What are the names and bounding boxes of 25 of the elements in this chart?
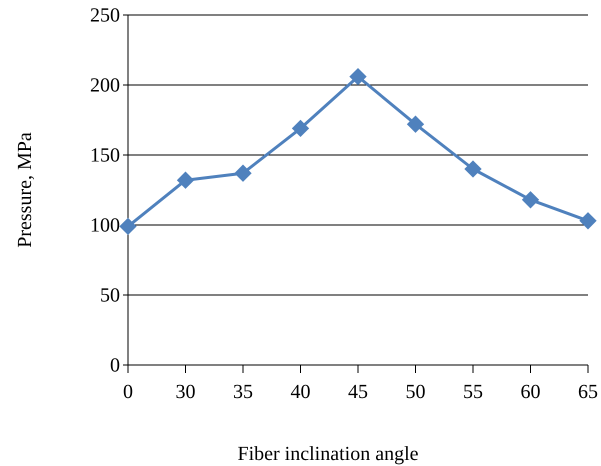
x-tick-label: 55 [463,381,483,403]
x-tick-label: 35 [233,381,253,403]
point [406,116,424,133]
y-tick-label: 100 [90,214,120,236]
x-tick-label: 65 [578,381,598,403]
y-tick-label: 250 [90,4,120,26]
point [119,218,137,236]
point [349,68,367,86]
x-tick-label: 30 [176,381,196,403]
point [522,191,540,208]
point [234,164,252,182]
x-tick-label: 45 [348,381,368,403]
x-tick-label: 40 [290,381,310,403]
y-tick-label: 200 [90,74,120,96]
point [176,172,194,189]
y-tick-label: 0 [110,354,120,376]
point [464,160,482,178]
y-tick-label: 50 [100,284,120,306]
y-axis-title: Pressure, MPa [14,132,36,248]
x-axis-title: Fiber inclination angle [237,443,419,465]
point [292,120,310,138]
x-tick-label: 50 [406,381,426,403]
point [579,212,597,230]
y-tick-label: 150 [90,144,120,166]
x-tick-label: 60 [520,381,540,403]
